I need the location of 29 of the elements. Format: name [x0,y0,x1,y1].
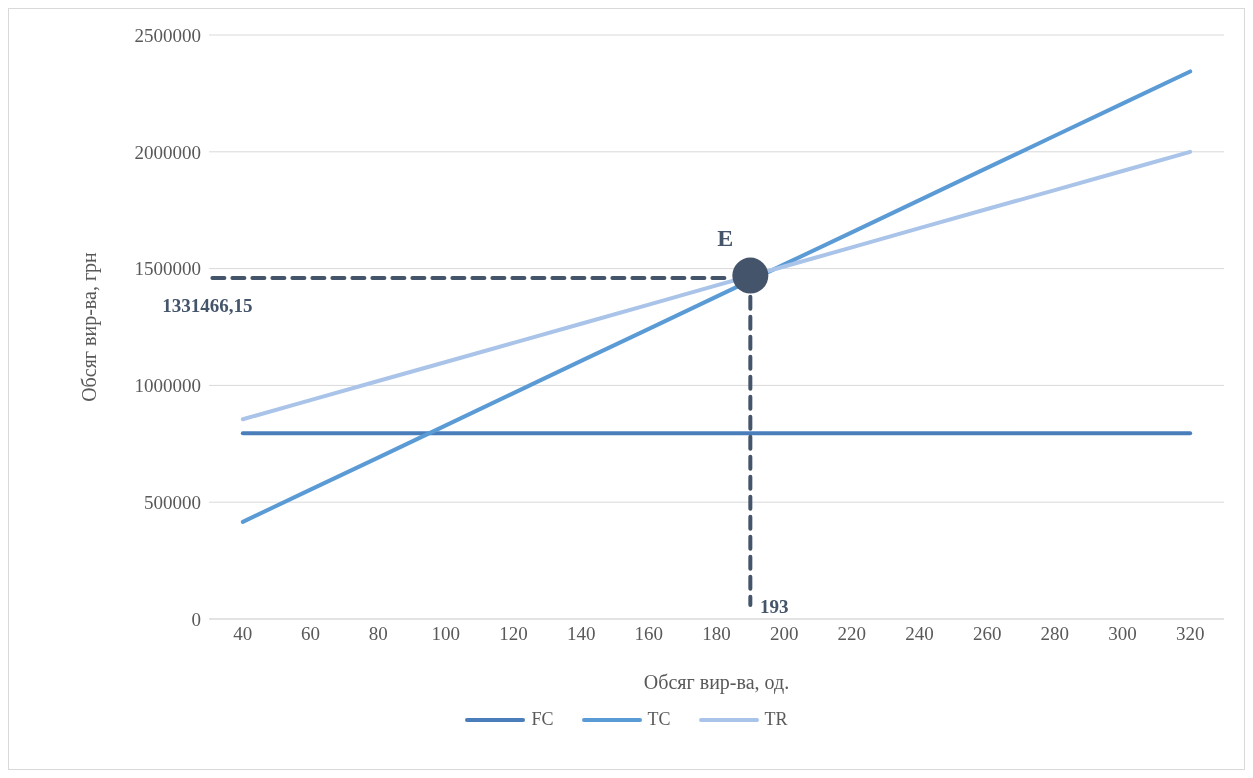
x-tick-label: 180 [702,623,731,645]
x-tick-label: 240 [905,623,934,645]
annotation: E [717,224,734,251]
y-tick-label: 500000 [144,491,201,513]
x-tick-label: 60 [301,623,320,645]
x-tick-label: 260 [972,623,1002,645]
annotation: 1331466,15 [162,294,253,316]
x-tick-label: 320 [1175,623,1205,645]
y-tick-label: 0 [191,608,201,630]
x-tick-label: 120 [499,623,528,645]
x-tick-label: 140 [566,623,596,645]
x-tick-label: 100 [431,623,461,645]
y-axis-title: Обсяг вир-ва, грн [78,251,102,402]
legend-label: TC [647,709,671,730]
x-tick-label: 80 [368,623,388,645]
annotation: 193 [760,596,789,617]
x-tick-label: 280 [1040,623,1070,645]
y-tick-label: 1000000 [134,375,201,397]
y-tick-label: 1500000 [134,258,201,280]
x-tick-label: 40 [233,623,253,645]
x-tick-label: 160 [634,623,664,645]
x-tick-label: 220 [837,623,867,645]
y-tick-label: 2000000 [134,141,201,163]
legend-label: FC [531,709,554,730]
x-tick-label: 300 [1108,623,1137,645]
legend-label: TR [764,709,788,730]
x-axis-title: Обсяг вир-ва, од. [643,671,790,694]
y-tick-label: 2500000 [134,24,201,46]
x-tick-label: 200 [769,623,799,645]
